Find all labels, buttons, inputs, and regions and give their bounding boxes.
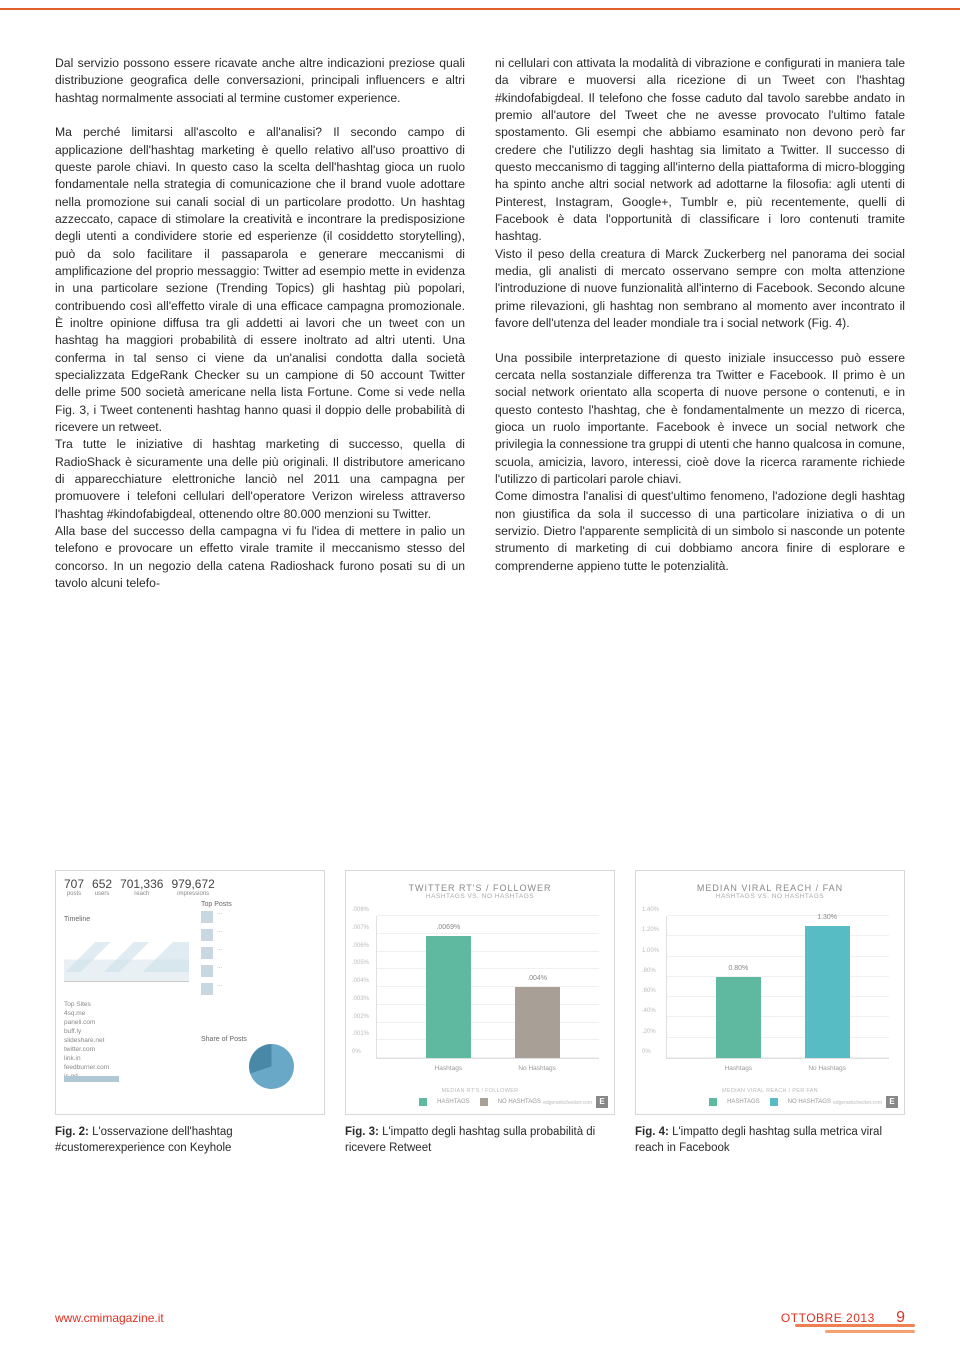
right-text: ni cellulari con attivata la modalità di… (495, 55, 905, 575)
top-post: ··· (201, 947, 316, 961)
topsites-title: Top Sites (64, 1001, 189, 1008)
stat: 979,672impressions (171, 877, 214, 897)
chart-subtitle: HASHTAGS VS. NO HASHTAGS (346, 893, 614, 900)
fig3-chart: TWITTER RT'S / FOLLOWERHASHTAGS VS. NO H… (345, 870, 615, 1115)
chart-credit: edgerankchecker.com (833, 1100, 882, 1106)
top-post: ··· (201, 983, 316, 997)
timeline-title: Timeline (64, 916, 189, 923)
topsite-row: link.in (64, 1055, 189, 1062)
fig2-dashboard: 707posts 652users 701,336reach 979,672impre… (55, 870, 325, 1115)
chart-title: MEDIAN VIRAL REACH / FAN (636, 871, 904, 893)
bar: 1.30% (805, 926, 850, 1058)
chart-title: TWITTER RT'S / FOLLOWER (346, 871, 614, 893)
x-label: Hashtags (416, 1065, 481, 1072)
topposts-title: Top Posts (201, 901, 316, 908)
stat: 701,336reach (120, 877, 163, 897)
chart-area: 0%.20%.40%.60%.80%1.00%1.20%1.40%0.80%Ha… (666, 916, 889, 1059)
topsite-row: paneli.com (64, 1019, 189, 1026)
top-post: ··· (201, 911, 316, 925)
fig4-caption: Fig. 4: L'impatto degli hashtag sulla me… (635, 1125, 905, 1156)
pie-chart (249, 1044, 294, 1089)
left-text: Dal servizio possono essere ricavate anc… (55, 55, 465, 592)
footer-decoration (775, 1309, 915, 1333)
topsite-row: twitter.com (64, 1046, 189, 1053)
badge-icon: E (596, 1096, 608, 1108)
topsite-row: 4sq.me (64, 1010, 189, 1017)
footer-link[interactable]: www.cmimagazine.it (55, 1311, 164, 1325)
article-body: Dal servizio possono essere ricavate anc… (55, 55, 905, 592)
stat: 707posts (64, 877, 84, 897)
topsite-row: feedburner.com (64, 1064, 189, 1071)
bar: 0.80% (716, 977, 761, 1058)
top-post: ··· (201, 965, 316, 979)
bar: .0069% (426, 936, 471, 1058)
chart-footer: MEDIAN VIRAL REACH / PER FAN (636, 1088, 904, 1094)
topsite-row: buff.ly (64, 1028, 189, 1035)
badge-icon: E (886, 1096, 898, 1108)
fig3-caption: Fig. 3: L'impatto degli hashtag sulla pr… (345, 1125, 615, 1156)
figure-4: MEDIAN VIRAL REACH / FANHASHTAGS VS. NO … (635, 870, 905, 1156)
timeline-chart (64, 927, 189, 982)
topsite-row: slideshare.net (64, 1037, 189, 1044)
figure-3: TWITTER RT'S / FOLLOWERHASHTAGS VS. NO H… (345, 870, 615, 1156)
chart-subtitle: HASHTAGS VS. NO HASHTAGS (636, 893, 904, 900)
figure-2: 707posts 652users 701,336reach 979,672impre… (55, 870, 325, 1156)
fig4-chart: MEDIAN VIRAL REACH / FANHASHTAGS VS. NO … (635, 870, 905, 1115)
right-column: ni cellulari con attivata la modalità di… (495, 55, 905, 592)
page-footer: www.cmimagazine.it OTTOBRE 2013 9 (55, 1309, 905, 1327)
top-post: ··· (201, 929, 316, 943)
x-label: Hashtags (706, 1065, 771, 1072)
chart-area: 0%.001%.002%.003%.004%.005%.006%.007%.00… (376, 916, 599, 1059)
x-label: No Hashtags (505, 1065, 570, 1072)
chart-credit: edgerankchecker.com (543, 1100, 592, 1106)
figures-row: 707posts 652users 701,336reach 979,672impre… (55, 870, 905, 1156)
x-label: No Hashtags (795, 1065, 860, 1072)
fig2-caption: Fig. 2: L'osservazione dell'hashtag #cus… (55, 1125, 325, 1156)
chart-footer: MEDIAN RT'S / FOLLOWER (346, 1088, 614, 1094)
left-column: Dal servizio possono essere ricavate anc… (55, 55, 465, 592)
share-title: Share of Posts (201, 1036, 247, 1043)
top-divider (0, 8, 960, 10)
bar: .004% (515, 987, 560, 1058)
stat: 652users (92, 877, 112, 897)
